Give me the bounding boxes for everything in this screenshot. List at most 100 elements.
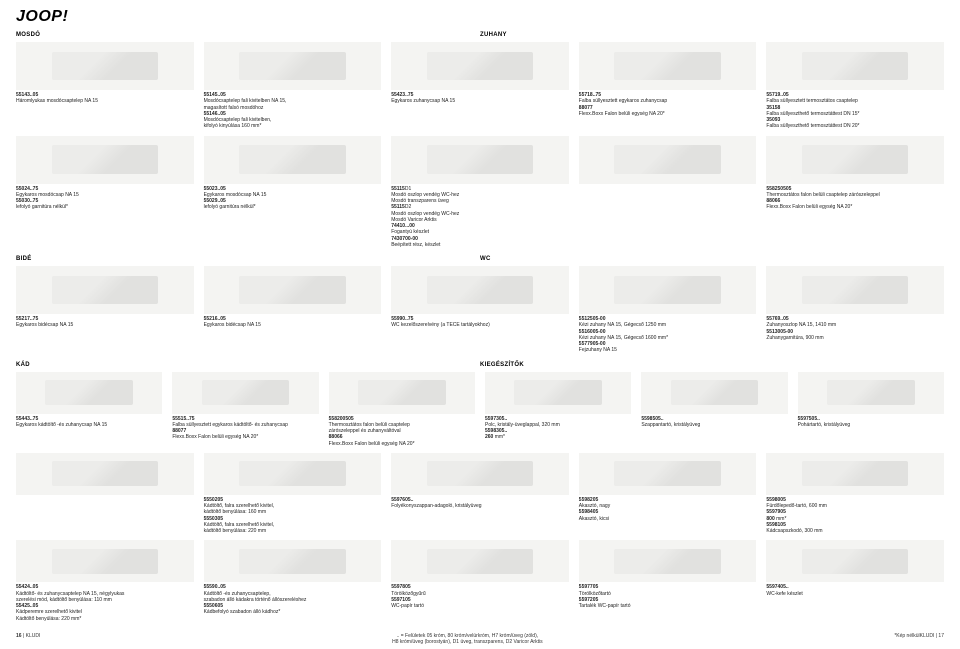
product-image [766, 453, 944, 495]
product-desc: 558250505Thermosztátos falon belüli csap… [766, 186, 944, 211]
row4-labels: KÁD KIEGÉSZÍTŐK [16, 360, 944, 372]
label-wc: WC [480, 256, 944, 262]
product-cell: 55443..75Egykaros kádtöltő -és zuhanycsa… [16, 372, 162, 447]
product-cell: 55145..05Mosdócsaptelep fali kivitelben … [204, 42, 382, 130]
product-cell: 5597605..Folyékonyszappan-adagoló, krist… [391, 453, 569, 535]
product-desc: 55719..05Falba süllyesztett termosztátos… [766, 92, 944, 130]
page-footer: 16 | KLUDI .. = Felületek 05 króm, 80 kr… [16, 633, 944, 645]
product-cell: 55719..05Falba süllyesztett termosztátos… [766, 42, 944, 130]
footer-note: *Kép nélkül [894, 633, 919, 645]
product-image [16, 266, 194, 314]
product-desc: 5597305..Polc, kristály-üveglappal, 320 … [485, 416, 631, 441]
product-desc: 55443..75Egykaros kádtöltő -és zuhanycsa… [16, 416, 162, 429]
product-desc: 55115D1Mosdó oszlop vendég WC-hezMosdó t… [391, 186, 569, 249]
product-cell: 55718..75Falba süllyesztett egykaros zuh… [579, 42, 757, 130]
product-desc: 5598005Fürdőlepedő-tartó, 600 mm55979058… [766, 497, 944, 535]
row5-grid: 5550205Kádtöltő, falra szerelhető kivite… [16, 453, 944, 535]
product-image [579, 540, 757, 582]
product-image [391, 136, 569, 184]
label-kad: KÁD [16, 362, 480, 368]
product-desc: 5597605..Folyékonyszappan-adagoló, krist… [391, 497, 569, 510]
product-cell: 55423..75Egykaros zuhanycsap NA 15 [391, 42, 569, 130]
product-cell: 5597805Törölközőgyűrű5597105WC-papír tar… [391, 540, 569, 622]
label-kiegeszitok: KIEGÉSZÍTŐK [480, 362, 944, 368]
product-desc: 5598505..Szappantartó, kristályüveg [641, 416, 787, 429]
product-image [579, 266, 757, 314]
product-desc: 55145..05Mosdócsaptelep fali kivitelben … [204, 92, 382, 130]
product-desc: 5598205Akasztó, nagy5598405Akasztó, kics… [579, 497, 757, 522]
footer-center: .. = Felületek 05 króm, 80 króm/velúrkró… [40, 633, 894, 645]
product-image [766, 266, 944, 314]
product-image [204, 266, 382, 314]
product-image [391, 453, 569, 495]
product-image [172, 372, 318, 414]
product-cell [16, 453, 194, 535]
product-desc: 5597705Törölközőtartó5597205Tartalék WC-… [579, 584, 757, 609]
row2-grid: 55024..75Egykaros mosdócsap NA 1555030..… [16, 136, 944, 249]
product-image [329, 372, 475, 414]
product-desc: 55769..05Zuhanyoszlop NA 15, 1410 mm5513… [766, 316, 944, 341]
product-desc: 55216..05Egykaros bidécsap NA 15 [204, 316, 382, 329]
product-desc: 55515..75Falba süllyesztett egykaros kád… [172, 416, 318, 441]
product-cell [579, 136, 757, 249]
product-cell: 55115D1Mosdó oszlop vendég WC-hezMosdó t… [391, 136, 569, 249]
product-image [798, 372, 944, 414]
product-cell: 55216..05Egykaros bidécsap NA 15 [204, 266, 382, 354]
product-desc: 55143..05Háromlyukas mosdócsaptelep NA 1… [16, 92, 194, 105]
product-cell: 5512505-00Kézi zuhany NA 15, Gégecső 125… [579, 266, 757, 354]
product-image [204, 136, 382, 184]
product-image [391, 42, 569, 90]
product-desc: 55423..75Egykaros zuhanycsap NA 15 [391, 92, 569, 105]
product-image [579, 42, 757, 90]
product-desc: 55217..75Egykaros bidécsap NA 15 [16, 316, 194, 329]
row1-grid: 55143..05Háromlyukas mosdócsaptelep NA 1… [16, 42, 944, 130]
product-cell: 55769..05Zuhanyoszlop NA 15, 1410 mm5513… [766, 266, 944, 354]
product-image [391, 266, 569, 314]
label-bide: BIDÉ [16, 256, 480, 262]
product-desc: 55990..75WC kezelőszerelvény (a TECE tar… [391, 316, 569, 329]
product-image [204, 42, 382, 90]
product-cell: 55515..75Falba süllyesztett egykaros kád… [172, 372, 318, 447]
label-zuhany: ZUHANY [480, 32, 944, 38]
row4-grid: 55443..75Egykaros kádtöltő -és zuhanycsa… [16, 372, 944, 447]
product-cell: 558200505Thermosztátos falon belüli csap… [329, 372, 475, 447]
product-image [485, 372, 631, 414]
product-cell: 55990..75WC kezelőszerelvény (a TECE tar… [391, 266, 569, 354]
product-image [16, 42, 194, 90]
product-image [766, 136, 944, 184]
row3-grid: 55217..75Egykaros bidécsap NA 15 55216..… [16, 266, 944, 354]
product-image [766, 540, 944, 582]
product-desc: 5597505..Pohártartó, kristályüveg [798, 416, 944, 429]
product-image [16, 453, 194, 495]
product-image [16, 136, 194, 184]
footer-left: 16 | KLUDI [16, 633, 40, 645]
row1-labels: MOSDÓ ZUHANY [16, 30, 944, 42]
product-cell: 55424..05Kádtöltő- és zuhanycsaptelep NA… [16, 540, 194, 622]
product-cell: 55023..05Egykaros mosdócsap NA 1555029..… [204, 136, 382, 249]
product-cell: 5597405..WC-kefe készlet [766, 540, 944, 622]
product-desc: 55718..75Falba süllyesztett egykaros zuh… [579, 92, 757, 117]
product-desc: 55590..05Kádtöltő -és zuhanycsaptelep,sz… [204, 584, 382, 615]
product-cell: 55217..75Egykaros bidécsap NA 15 [16, 266, 194, 354]
product-image [16, 540, 194, 582]
product-cell: 5598505..Szappantartó, kristályüveg [641, 372, 787, 447]
product-cell: 5597505..Pohártartó, kristályüveg [798, 372, 944, 447]
product-desc: 558200505Thermosztátos falon belüli csap… [329, 416, 475, 447]
product-cell: 55590..05Kádtöltő -és zuhanycsaptelep,sz… [204, 540, 382, 622]
product-cell: 5598005Fürdőlepedő-tartó, 600 mm55979058… [766, 453, 944, 535]
product-image [579, 136, 757, 184]
product-desc: 5597405..WC-kefe készlet [766, 584, 944, 597]
product-cell: 55143..05Háromlyukas mosdócsaptelep NA 1… [16, 42, 194, 130]
label-mosdo: MOSDÓ [16, 32, 480, 38]
product-image [16, 372, 162, 414]
product-cell: 5597705Törölközőtartó5597205Tartalék WC-… [579, 540, 757, 622]
product-cell: 558250505Thermosztátos falon belüli csap… [766, 136, 944, 249]
catalog-page: JOOP! MOSDÓ ZUHANY 55143..05Háromlyukas … [0, 0, 960, 649]
product-desc: 55024..75Egykaros mosdócsap NA 1555030..… [16, 186, 194, 211]
footer-right: KLUDI | 17 [920, 633, 944, 645]
product-desc: 55424..05Kádtöltő- és zuhanycsaptelep NA… [16, 584, 194, 622]
product-cell: 5597305..Polc, kristály-üveglappal, 320 … [485, 372, 631, 447]
product-desc: 5597805Törölközőgyűrű5597105WC-papír tar… [391, 584, 569, 609]
product-desc: 55023..05Egykaros mosdócsap NA 1555029..… [204, 186, 382, 211]
product-cell: 55024..75Egykaros mosdócsap NA 1555030..… [16, 136, 194, 249]
